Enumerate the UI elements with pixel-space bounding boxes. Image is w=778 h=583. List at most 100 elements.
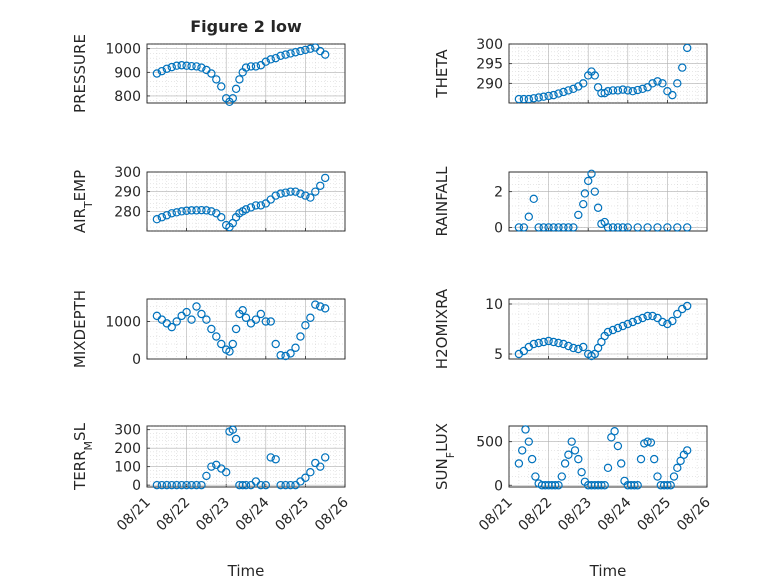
- subplot-rainfall: 0 2 RAINFALL: [433, 166, 708, 236]
- data-point: [663, 223, 672, 232]
- subplot-terr_msl: 08/21 08/22 08/23 08/24 08/25 08/26 0 100 200 300…: [71, 422, 352, 580]
- data-point: [529, 94, 538, 103]
- data-point: [519, 223, 529, 232]
- plot-border: [508, 43, 708, 104]
- data-point: [673, 79, 682, 88]
- data-point: [217, 82, 226, 91]
- data-point: [544, 336, 553, 346]
- data-point: [271, 455, 280, 464]
- data-point: [539, 337, 548, 347]
- data-point: [291, 187, 300, 196]
- data-point: [157, 213, 167, 222]
- y-axis-label: PRESSURE: [71, 34, 89, 113]
- data-point: [276, 351, 285, 360]
- data-point: [321, 173, 330, 183]
- data-point: [584, 176, 593, 186]
- data-point: [673, 223, 682, 232]
- data-point: [197, 63, 206, 72]
- y-tick-label: 0: [494, 220, 503, 236]
- data-point: [207, 207, 216, 216]
- data-point: [311, 300, 320, 309]
- y-tick-label: 300: [114, 423, 141, 439]
- y-tick-label: 295: [476, 57, 503, 73]
- y-tick-label: 0: [494, 478, 503, 494]
- data-point: [638, 84, 647, 94]
- data-point: [228, 339, 237, 349]
- data-point: [162, 64, 171, 73]
- data-point: [580, 189, 590, 198]
- y-tick-label: 300: [114, 165, 141, 181]
- data-point: [534, 93, 543, 102]
- data-point: [590, 71, 600, 80]
- data-point: [235, 75, 244, 84]
- data-point: [623, 86, 633, 95]
- y-tick-label: 10: [485, 297, 503, 313]
- data-point: [534, 223, 543, 232]
- data-point: [167, 62, 176, 72]
- data-point: [301, 473, 310, 482]
- data-point: [643, 311, 652, 321]
- data-point: [521, 425, 530, 434]
- data-point: [574, 454, 583, 464]
- data-point: [593, 203, 603, 212]
- subplot-theta: 290 295 300 THETA: [433, 37, 708, 104]
- data-point: [276, 480, 285, 490]
- data-point: [301, 45, 310, 55]
- data-point: [301, 191, 310, 200]
- y-tick-label: 900: [114, 65, 141, 81]
- data-point: [551, 481, 560, 490]
- data-point: [241, 63, 251, 72]
- data-point: [603, 86, 613, 96]
- data-point: [187, 206, 196, 215]
- data-point: [241, 480, 251, 490]
- y-axis-label: MIXDEPTH: [71, 290, 89, 368]
- data-point: [574, 210, 583, 220]
- data-point: [231, 434, 241, 444]
- data-point: [157, 66, 167, 76]
- data-point: [668, 316, 677, 326]
- y-tick-label: 500: [476, 435, 503, 451]
- x-tick-label: 08/25: [634, 495, 674, 535]
- y-tick-label: 2: [494, 185, 503, 201]
- data-point: [544, 223, 553, 232]
- data-point: [182, 61, 191, 70]
- data-point: [197, 480, 206, 490]
- data-point: [557, 472, 567, 481]
- plot-border: [146, 171, 346, 232]
- data-point: [623, 223, 633, 232]
- data-point: [187, 315, 196, 324]
- data-point: [524, 212, 534, 221]
- data-point: [539, 92, 548, 101]
- data-point: [152, 214, 162, 224]
- data-point: [559, 87, 568, 97]
- data-point: [266, 453, 275, 462]
- data-point: [531, 472, 540, 481]
- data-point: [544, 91, 553, 101]
- data-point: [613, 223, 623, 232]
- data-point: [673, 463, 682, 473]
- data-point: [603, 327, 613, 337]
- x-tick-label: 08/24: [595, 494, 635, 534]
- data-point: [225, 347, 234, 356]
- data-point: [683, 446, 692, 455]
- data-point: [286, 49, 295, 58]
- subplot-air_temp: 280 290 300 AIRTEMP: [71, 165, 346, 233]
- data-point: [628, 86, 637, 96]
- data-point: [584, 481, 593, 490]
- y-tick-label: 300: [476, 37, 503, 53]
- y-tick-label: 100: [114, 460, 141, 476]
- data-point: [547, 481, 557, 490]
- data-point: [653, 472, 662, 481]
- data-point: [633, 315, 642, 325]
- data-point: [192, 480, 201, 490]
- data-point: [202, 471, 211, 481]
- data-point: [261, 480, 270, 490]
- data-point: [311, 187, 320, 196]
- data-point: [527, 454, 537, 464]
- data-point: [514, 459, 524, 468]
- data-point: [567, 437, 576, 446]
- x-tick-label: 08/22: [516, 495, 556, 535]
- data-point: [514, 223, 524, 232]
- data-point: [276, 51, 285, 61]
- data-point: [221, 468, 231, 477]
